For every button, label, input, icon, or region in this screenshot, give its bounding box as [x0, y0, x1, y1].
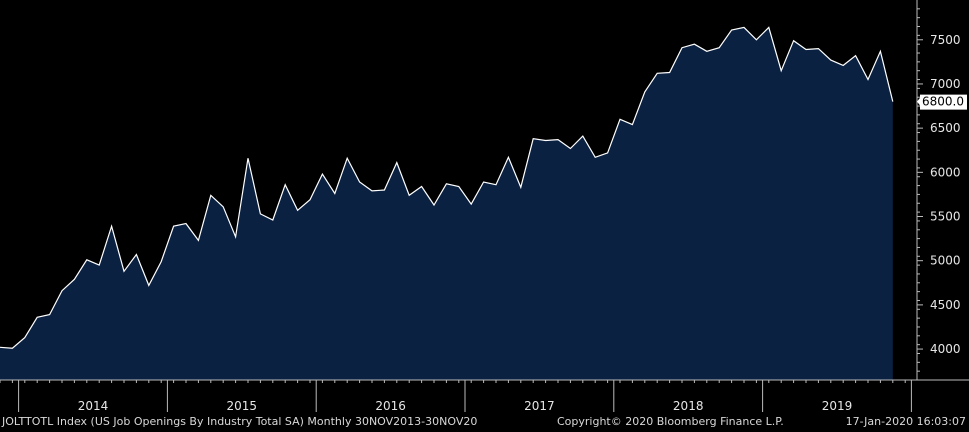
x-year-label: 2019	[822, 399, 853, 413]
x-year-label: 2017	[524, 399, 555, 413]
y-tick-label: 5000	[930, 254, 961, 268]
area-fill	[0, 27, 893, 381]
y-tick-label: 5500	[930, 210, 961, 224]
axis-layer: 4000 4500 5000 5500 6000 6500 7000 7500 2014 2015…	[0, 0, 969, 413]
last-value-label: 6800.0	[922, 95, 964, 109]
last-value-box	[920, 94, 967, 110]
timestamp: 17-Jan-2020 16:03:07	[845, 415, 966, 428]
y-tick-label: 7000	[930, 77, 961, 91]
x-year-label: 2015	[227, 399, 258, 413]
last-value-pointer	[917, 96, 921, 107]
y-tick-label: 7500	[930, 33, 961, 47]
y-tick-label: 6000	[930, 165, 961, 179]
label-layer: 6800.0	[917, 94, 967, 110]
copyright-text: Copyright© 2020 Bloomberg Finance L.P.	[557, 415, 784, 428]
y-tick-label: 4500	[930, 298, 961, 312]
x-year-label: 2016	[375, 399, 406, 413]
x-year-label: 2014	[78, 399, 109, 413]
x-year-label: 2018	[673, 399, 704, 413]
y-tick-label: 6500	[930, 121, 961, 135]
index-description: JOLTTOTL Index (US Job Openings By Indus…	[2, 415, 478, 428]
area-layer	[0, 26, 894, 381]
y-tick-label: 4000	[930, 342, 961, 356]
